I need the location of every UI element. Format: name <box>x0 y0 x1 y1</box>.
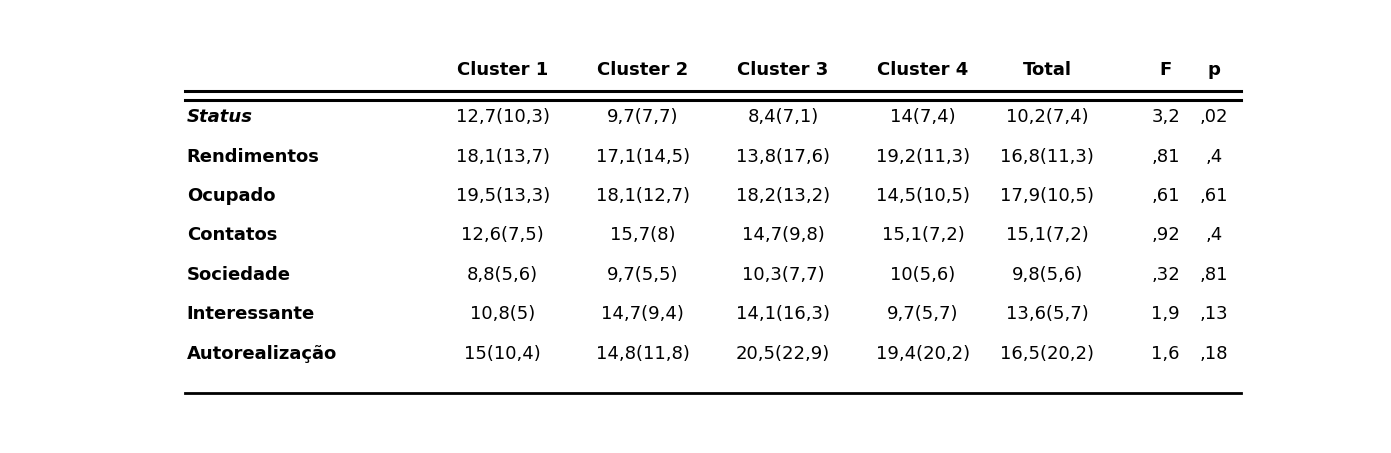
Text: ,02: ,02 <box>1200 108 1228 126</box>
Text: Total: Total <box>1022 61 1071 79</box>
Text: 12,7(10,3): 12,7(10,3) <box>456 108 549 126</box>
Text: Status: Status <box>186 108 253 126</box>
Text: 1,6: 1,6 <box>1152 345 1180 363</box>
Text: ,4: ,4 <box>1206 148 1223 165</box>
Text: 9,7(5,5): 9,7(5,5) <box>606 266 679 284</box>
Text: Cluster 2: Cluster 2 <box>597 61 689 79</box>
Text: Cluster 4: Cluster 4 <box>878 61 968 79</box>
Text: 15,1(7,2): 15,1(7,2) <box>882 226 964 244</box>
Text: 9,8(5,6): 9,8(5,6) <box>1011 266 1082 284</box>
Text: ,4: ,4 <box>1206 226 1223 244</box>
Text: 10,8(5): 10,8(5) <box>470 305 536 323</box>
Text: 1,9: 1,9 <box>1152 305 1180 323</box>
Text: 15(10,4): 15(10,4) <box>465 345 541 363</box>
Text: 17,9(10,5): 17,9(10,5) <box>1000 187 1095 205</box>
Text: 13,8(17,6): 13,8(17,6) <box>736 148 830 165</box>
Text: Interessante: Interessante <box>186 305 314 323</box>
Text: ,18: ,18 <box>1200 345 1228 363</box>
Text: 14,7(9,4): 14,7(9,4) <box>601 305 684 323</box>
Text: Rendimentos: Rendimentos <box>186 148 320 165</box>
Text: p: p <box>1207 61 1221 79</box>
Text: 18,1(13,7): 18,1(13,7) <box>456 148 549 165</box>
Text: 9,7(7,7): 9,7(7,7) <box>606 108 679 126</box>
Text: Sociedade: Sociedade <box>186 266 291 284</box>
Text: ,81: ,81 <box>1200 266 1228 284</box>
Text: ,32: ,32 <box>1152 266 1180 284</box>
Text: 16,5(20,2): 16,5(20,2) <box>1000 345 1095 363</box>
Text: 10(5,6): 10(5,6) <box>890 266 956 284</box>
Text: 12,6(7,5): 12,6(7,5) <box>462 226 544 244</box>
Text: ,92: ,92 <box>1152 226 1180 244</box>
Text: ,81: ,81 <box>1152 148 1180 165</box>
Text: 8,8(5,6): 8,8(5,6) <box>467 266 538 284</box>
Text: 10,2(7,4): 10,2(7,4) <box>1006 108 1088 126</box>
Text: 3,2: 3,2 <box>1152 108 1180 126</box>
Text: 20,5(22,9): 20,5(22,9) <box>736 345 830 363</box>
Text: F: F <box>1160 61 1171 79</box>
Text: Autorealização: Autorealização <box>186 345 337 363</box>
Text: 16,8(11,3): 16,8(11,3) <box>1000 148 1093 165</box>
Text: Cluster 1: Cluster 1 <box>458 61 548 79</box>
Text: 19,4(20,2): 19,4(20,2) <box>876 345 970 363</box>
Text: 9,7(5,7): 9,7(5,7) <box>887 305 958 323</box>
Text: 17,1(14,5): 17,1(14,5) <box>595 148 690 165</box>
Text: 19,2(11,3): 19,2(11,3) <box>876 148 970 165</box>
Text: 14,7(9,8): 14,7(9,8) <box>741 226 825 244</box>
Text: ,13: ,13 <box>1200 305 1228 323</box>
Text: 14,5(10,5): 14,5(10,5) <box>876 187 970 205</box>
Text: 8,4(7,1): 8,4(7,1) <box>747 108 818 126</box>
Text: Cluster 3: Cluster 3 <box>737 61 829 79</box>
Text: 13,6(5,7): 13,6(5,7) <box>1006 305 1088 323</box>
Text: ,61: ,61 <box>1152 187 1180 205</box>
Text: 14,8(11,8): 14,8(11,8) <box>595 345 690 363</box>
Text: Contatos: Contatos <box>186 226 277 244</box>
Text: 18,2(13,2): 18,2(13,2) <box>736 187 830 205</box>
Text: 19,5(13,3): 19,5(13,3) <box>455 187 549 205</box>
Text: 14(7,4): 14(7,4) <box>890 108 956 126</box>
Text: 18,1(12,7): 18,1(12,7) <box>595 187 690 205</box>
Text: 15,7(8): 15,7(8) <box>611 226 676 244</box>
Text: Ocupado: Ocupado <box>186 187 275 205</box>
Text: 14,1(16,3): 14,1(16,3) <box>736 305 830 323</box>
Text: 15,1(7,2): 15,1(7,2) <box>1006 226 1088 244</box>
Text: ,61: ,61 <box>1200 187 1228 205</box>
Text: 10,3(7,7): 10,3(7,7) <box>741 266 825 284</box>
